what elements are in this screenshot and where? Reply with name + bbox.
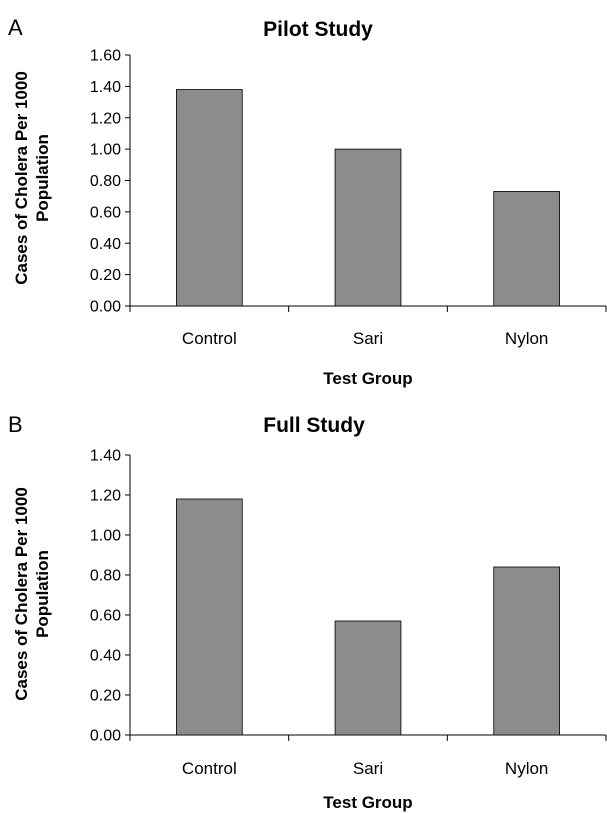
y-tick-label-a: 1.40 xyxy=(90,79,121,96)
y-tick-label-a: 0.40 xyxy=(90,236,121,253)
x-axis-label-a: Test Group xyxy=(323,369,412,388)
category-label-sari-b: Sari xyxy=(353,759,383,778)
bar-sari-b xyxy=(334,620,402,736)
bar-control-b xyxy=(176,498,243,736)
y-tick-label-a: 1.20 xyxy=(90,110,121,127)
y-tick-label-a: 0.20 xyxy=(90,267,121,284)
category-label-sari-a: Sari xyxy=(353,329,383,348)
y-tick-label-b: 1.20 xyxy=(90,488,121,505)
bar-sari-a xyxy=(334,148,402,307)
y-tick-label-b: 0.60 xyxy=(90,608,121,625)
panel-a: A Pilot Study Cases of Cholera Per 1000 … xyxy=(8,15,607,388)
y-tick-label-a: 1.60 xyxy=(90,48,121,65)
panel-letter-a: A xyxy=(8,15,23,40)
panel-b: B Full Study Cases of Cholera Per 1000 P… xyxy=(8,412,607,812)
bar-nylon-b xyxy=(493,566,560,736)
chart-title-a: Pilot Study xyxy=(263,18,373,41)
y-axis-label-b-line1: Cases of Cholera Per 1000 xyxy=(12,487,31,701)
category-label-control-b: Control xyxy=(182,759,237,778)
y-axis-label-a-line2: Population xyxy=(33,134,52,222)
y-tick-label-b: 0.40 xyxy=(90,648,121,665)
category-label-nylon-a: Nylon xyxy=(505,329,548,348)
bar-nylon-a xyxy=(493,191,560,307)
y-axis-label-b-line2: Population xyxy=(33,550,52,638)
y-axis-label-a-line1: Cases of Cholera Per 1000 xyxy=(12,71,31,285)
plot-area-b: 0.00 0.20 0.40 0.60 0.80 1.00 1.20 1.40 Control S… xyxy=(90,448,607,778)
y-tick-label-a: 0.60 xyxy=(90,204,121,221)
x-axis-label-b: Test Group xyxy=(323,793,412,812)
plot-area-a: 0.00 0.20 0.40 0.60 0.80 1.00 1.20 1.40 1.60 Cont… xyxy=(90,48,607,348)
y-tick-label-b: 0.00 xyxy=(90,728,121,745)
y-tick-label-b: 1.00 xyxy=(90,528,121,545)
panel-letter-b: B xyxy=(8,412,23,437)
chart-title-b: Full Study xyxy=(263,414,365,437)
y-tick-label-b: 0.20 xyxy=(90,688,121,705)
bar-control-a xyxy=(176,89,243,307)
y-tick-label-a: 1.00 xyxy=(90,142,121,159)
category-label-nylon-b: Nylon xyxy=(505,759,548,778)
y-tick-label-b: 0.80 xyxy=(90,568,121,585)
y-tick-label-a: 0.00 xyxy=(90,299,121,316)
y-tick-label-a: 0.80 xyxy=(90,173,121,190)
y-tick-label-b: 1.40 xyxy=(90,448,121,465)
category-label-control-a: Control xyxy=(182,329,237,348)
